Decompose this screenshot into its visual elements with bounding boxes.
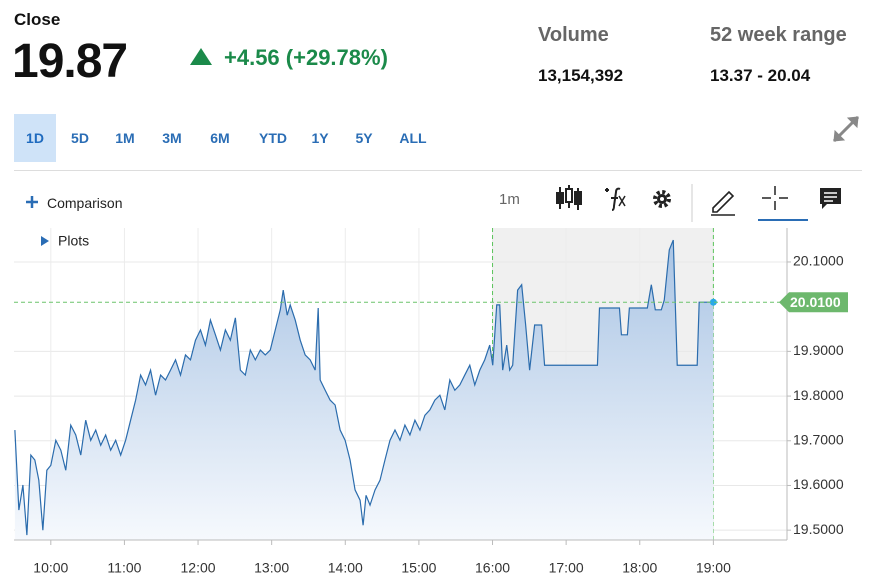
last-point [709, 298, 717, 306]
range-tab[interactable]: 1D [14, 114, 56, 162]
y-tick-label: 20.1000 [793, 253, 844, 269]
crosshair-icon[interactable] [762, 186, 788, 210]
x-tick-label: 13:00 [254, 560, 289, 576]
y-tick-label: 19.8000 [793, 387, 844, 403]
x-tick-label: 14:00 [328, 560, 363, 576]
y-tick-label: 19.7000 [793, 431, 844, 447]
range-tab[interactable]: 3M [162, 130, 182, 146]
change: +4.56 (+29.78%) [224, 45, 388, 70]
price-line [14, 239, 714, 536]
x-tick-label: 10:00 [33, 560, 68, 576]
comparison-button[interactable]: Comparison [47, 195, 123, 211]
x-tick-label: 18:00 [622, 560, 657, 576]
draw-icon[interactable] [711, 190, 735, 216]
settings-icon[interactable] [653, 190, 671, 208]
x-tick-label: 11:00 [107, 560, 141, 576]
range-tab[interactable]: YTD [259, 130, 287, 146]
range-tab[interactable]: 5D [71, 130, 89, 146]
reference-tag [779, 292, 848, 313]
range-tab[interactable]: 1M [115, 130, 135, 146]
y-tick-label: 19.5000 [793, 521, 844, 537]
x-tick-label: 12:00 [181, 560, 216, 576]
x-tick-label: 15:00 [401, 560, 436, 576]
reference-label: 20.0100 [790, 294, 841, 310]
close-label: Close [14, 10, 61, 29]
area [14, 240, 714, 540]
price: 19.87 [12, 35, 128, 88]
toolbar-icons [556, 184, 841, 222]
range-tab[interactable]: 6M [210, 130, 230, 146]
plots-toggle[interactable]: Plots [58, 233, 89, 249]
range-tab[interactable]: 1Y [311, 130, 329, 146]
y-tick-label: 19.6000 [793, 476, 844, 492]
x-tick-label: 16:00 [475, 560, 510, 576]
y-tick-label: 19.9000 [793, 342, 844, 358]
x-tick-label: 19:00 [696, 560, 731, 576]
plots-arrow [41, 236, 49, 246]
interval[interactable]: 1m [499, 191, 520, 208]
candles-icon[interactable] [556, 185, 582, 210]
comment-icon[interactable] [820, 188, 841, 209]
plus-icon[interactable] [24, 194, 40, 210]
stat-label: Volume [538, 24, 609, 46]
stat-value: 13,154,392 [538, 66, 624, 85]
stat-label: 52 week range [710, 24, 847, 46]
range-tab[interactable]: ALL [399, 130, 427, 146]
x-tick-label: 17:00 [549, 560, 584, 576]
function-icon[interactable] [605, 187, 626, 211]
up-arrow [190, 48, 212, 65]
expand-icon[interactable] [830, 113, 862, 145]
range-tab[interactable]: 5Y [355, 130, 373, 146]
separator [14, 170, 862, 171]
stat-value: 13.37 - 20.04 [710, 66, 811, 85]
